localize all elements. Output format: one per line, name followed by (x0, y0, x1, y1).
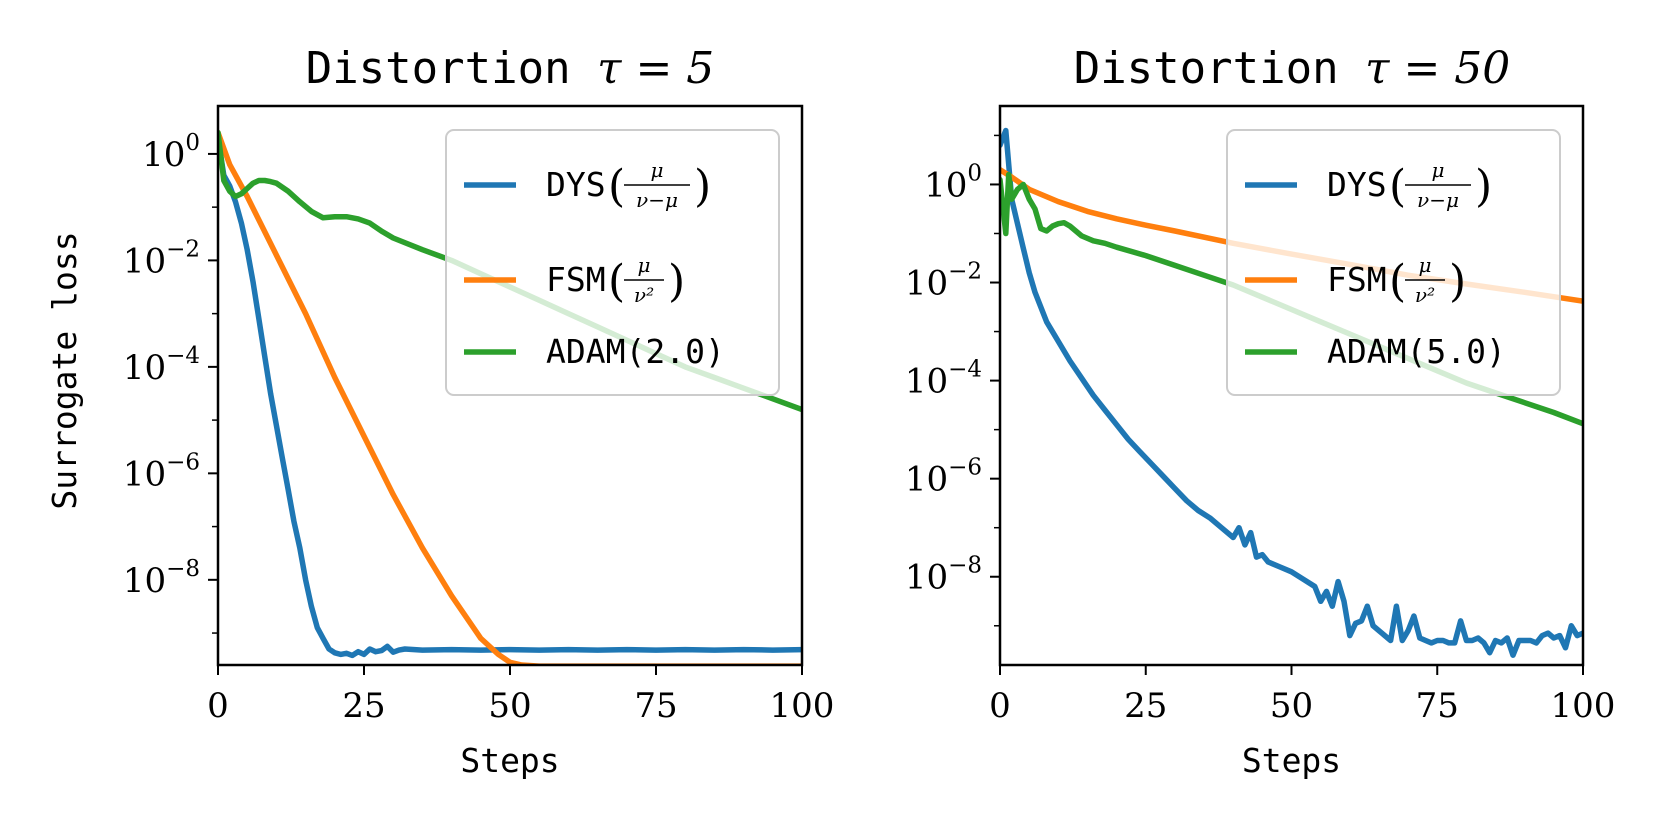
legend-label: FSM (546, 260, 606, 299)
chart-title-math: τ = 5 (597, 43, 714, 94)
legend-fraction-numerator: μ (1419, 253, 1432, 277)
x-tick-label: 75 (1416, 686, 1459, 726)
x-axis-label: Steps (460, 741, 559, 780)
legend: DYS(μν−μ)FSM(μν²)ADAM(5.0) (1226, 129, 1561, 396)
y-tick-base: 10 (905, 264, 948, 304)
legend-paren-right: ) (668, 256, 685, 307)
legend-label: ADAM(2.0) (546, 332, 725, 371)
y-tick-exponent: −2 (948, 259, 982, 285)
y-tick-label: 10−4 (123, 343, 200, 388)
chart-title: Distortion τ = 5 (306, 43, 715, 94)
y-tick-exponent: −2 (166, 236, 200, 262)
y-tick-label: 10−6 (905, 455, 982, 500)
legend-paren-left: ( (1389, 161, 1406, 212)
x-tick-label: 25 (1124, 686, 1167, 726)
legend-fraction-denominator: ν² (1415, 283, 1435, 307)
y-axis-label: Surrogate loss (45, 231, 84, 509)
y-tick-label: 10−8 (905, 553, 982, 598)
legend-fraction-denominator: ν−μ (1417, 188, 1459, 212)
legend-label: FSM (1327, 260, 1387, 299)
chart-title-text: Distortion (306, 43, 597, 94)
y-tick-base: 10 (123, 454, 166, 494)
x-tick-label: 100 (770, 686, 835, 726)
legend-label: ADAM(5.0) (1327, 332, 1506, 371)
y-tick-exponent: −6 (948, 455, 982, 481)
y-tick-base: 10 (905, 362, 948, 402)
x-tick-label: 50 (488, 686, 531, 726)
legend-fraction-numerator: μ (638, 253, 651, 277)
x-tick-label: 75 (634, 686, 677, 726)
y-tick-exponent: −4 (948, 357, 982, 383)
y-tick-exponent: 0 (185, 130, 200, 156)
y-tick-exponent: −8 (166, 556, 200, 582)
legend-fraction-numerator: μ (651, 158, 664, 182)
y-tick-label: 10−4 (905, 357, 982, 402)
legend-fraction-denominator: ν² (634, 283, 654, 307)
legend-label: DYS (1327, 165, 1387, 204)
legend-paren-right: ) (694, 161, 711, 212)
legend-fraction-denominator: ν−μ (636, 188, 678, 212)
y-tick-base: 10 (905, 558, 948, 598)
y-tick-exponent: 0 (967, 160, 982, 186)
series-line-fsm (218, 129, 802, 665)
y-tick-label: 10−6 (123, 449, 200, 494)
panel-left: 0 25 50 75 10010010−210−410−610−8Distortion … (45, 43, 834, 780)
y-tick-label: 10−2 (905, 259, 982, 304)
legend-box (1226, 129, 1561, 396)
y-tick-label: 100 (142, 130, 200, 175)
series-line-dys (1000, 127, 1583, 658)
y-tick-base: 10 (123, 348, 166, 388)
legend-paren-left: ( (608, 256, 625, 307)
y-tick-base: 10 (905, 460, 948, 500)
series-line-dys (218, 135, 802, 659)
legend: DYS(μν−μ)FSM(μν²)ADAM(2.0) (445, 129, 780, 396)
x-axis-label: Steps (1242, 741, 1341, 780)
legend-paren-right: ) (1475, 161, 1492, 212)
legend-paren-left: ( (608, 161, 625, 212)
legend-label: DYS (546, 165, 606, 204)
y-tick-base: 10 (924, 165, 967, 205)
y-tick-base: 10 (123, 241, 166, 281)
legend-paren-right: ) (1449, 256, 1466, 307)
y-tick-exponent: −8 (948, 553, 982, 579)
x-tick-label: 100 (1551, 686, 1616, 726)
y-tick-label: 10−2 (123, 236, 200, 281)
legend-paren-left: ( (1389, 256, 1406, 307)
y-tick-base: 10 (142, 135, 185, 175)
x-tick-label: 0 (989, 686, 1011, 726)
y-tick-exponent: −4 (166, 343, 200, 369)
y-tick-base: 10 (123, 561, 166, 601)
legend-fraction-numerator: μ (1432, 158, 1445, 182)
legend-box (445, 129, 780, 396)
y-tick-exponent: −6 (166, 449, 200, 475)
panel-right: 0 25 50 75 10010010−210−410−610−8Distortion … (905, 43, 1616, 780)
y-tick-label: 10−8 (123, 556, 200, 601)
x-tick-label: 50 (1270, 686, 1313, 726)
x-tick-label: 25 (342, 686, 385, 726)
chart-title-math: τ = 50 (1365, 43, 1510, 94)
y-tick-label: 100 (924, 160, 982, 205)
chart-title: Distortion τ = 50 (1074, 43, 1511, 94)
x-tick-label: 0 (207, 686, 229, 726)
chart-title-text: Distortion (1074, 43, 1365, 94)
